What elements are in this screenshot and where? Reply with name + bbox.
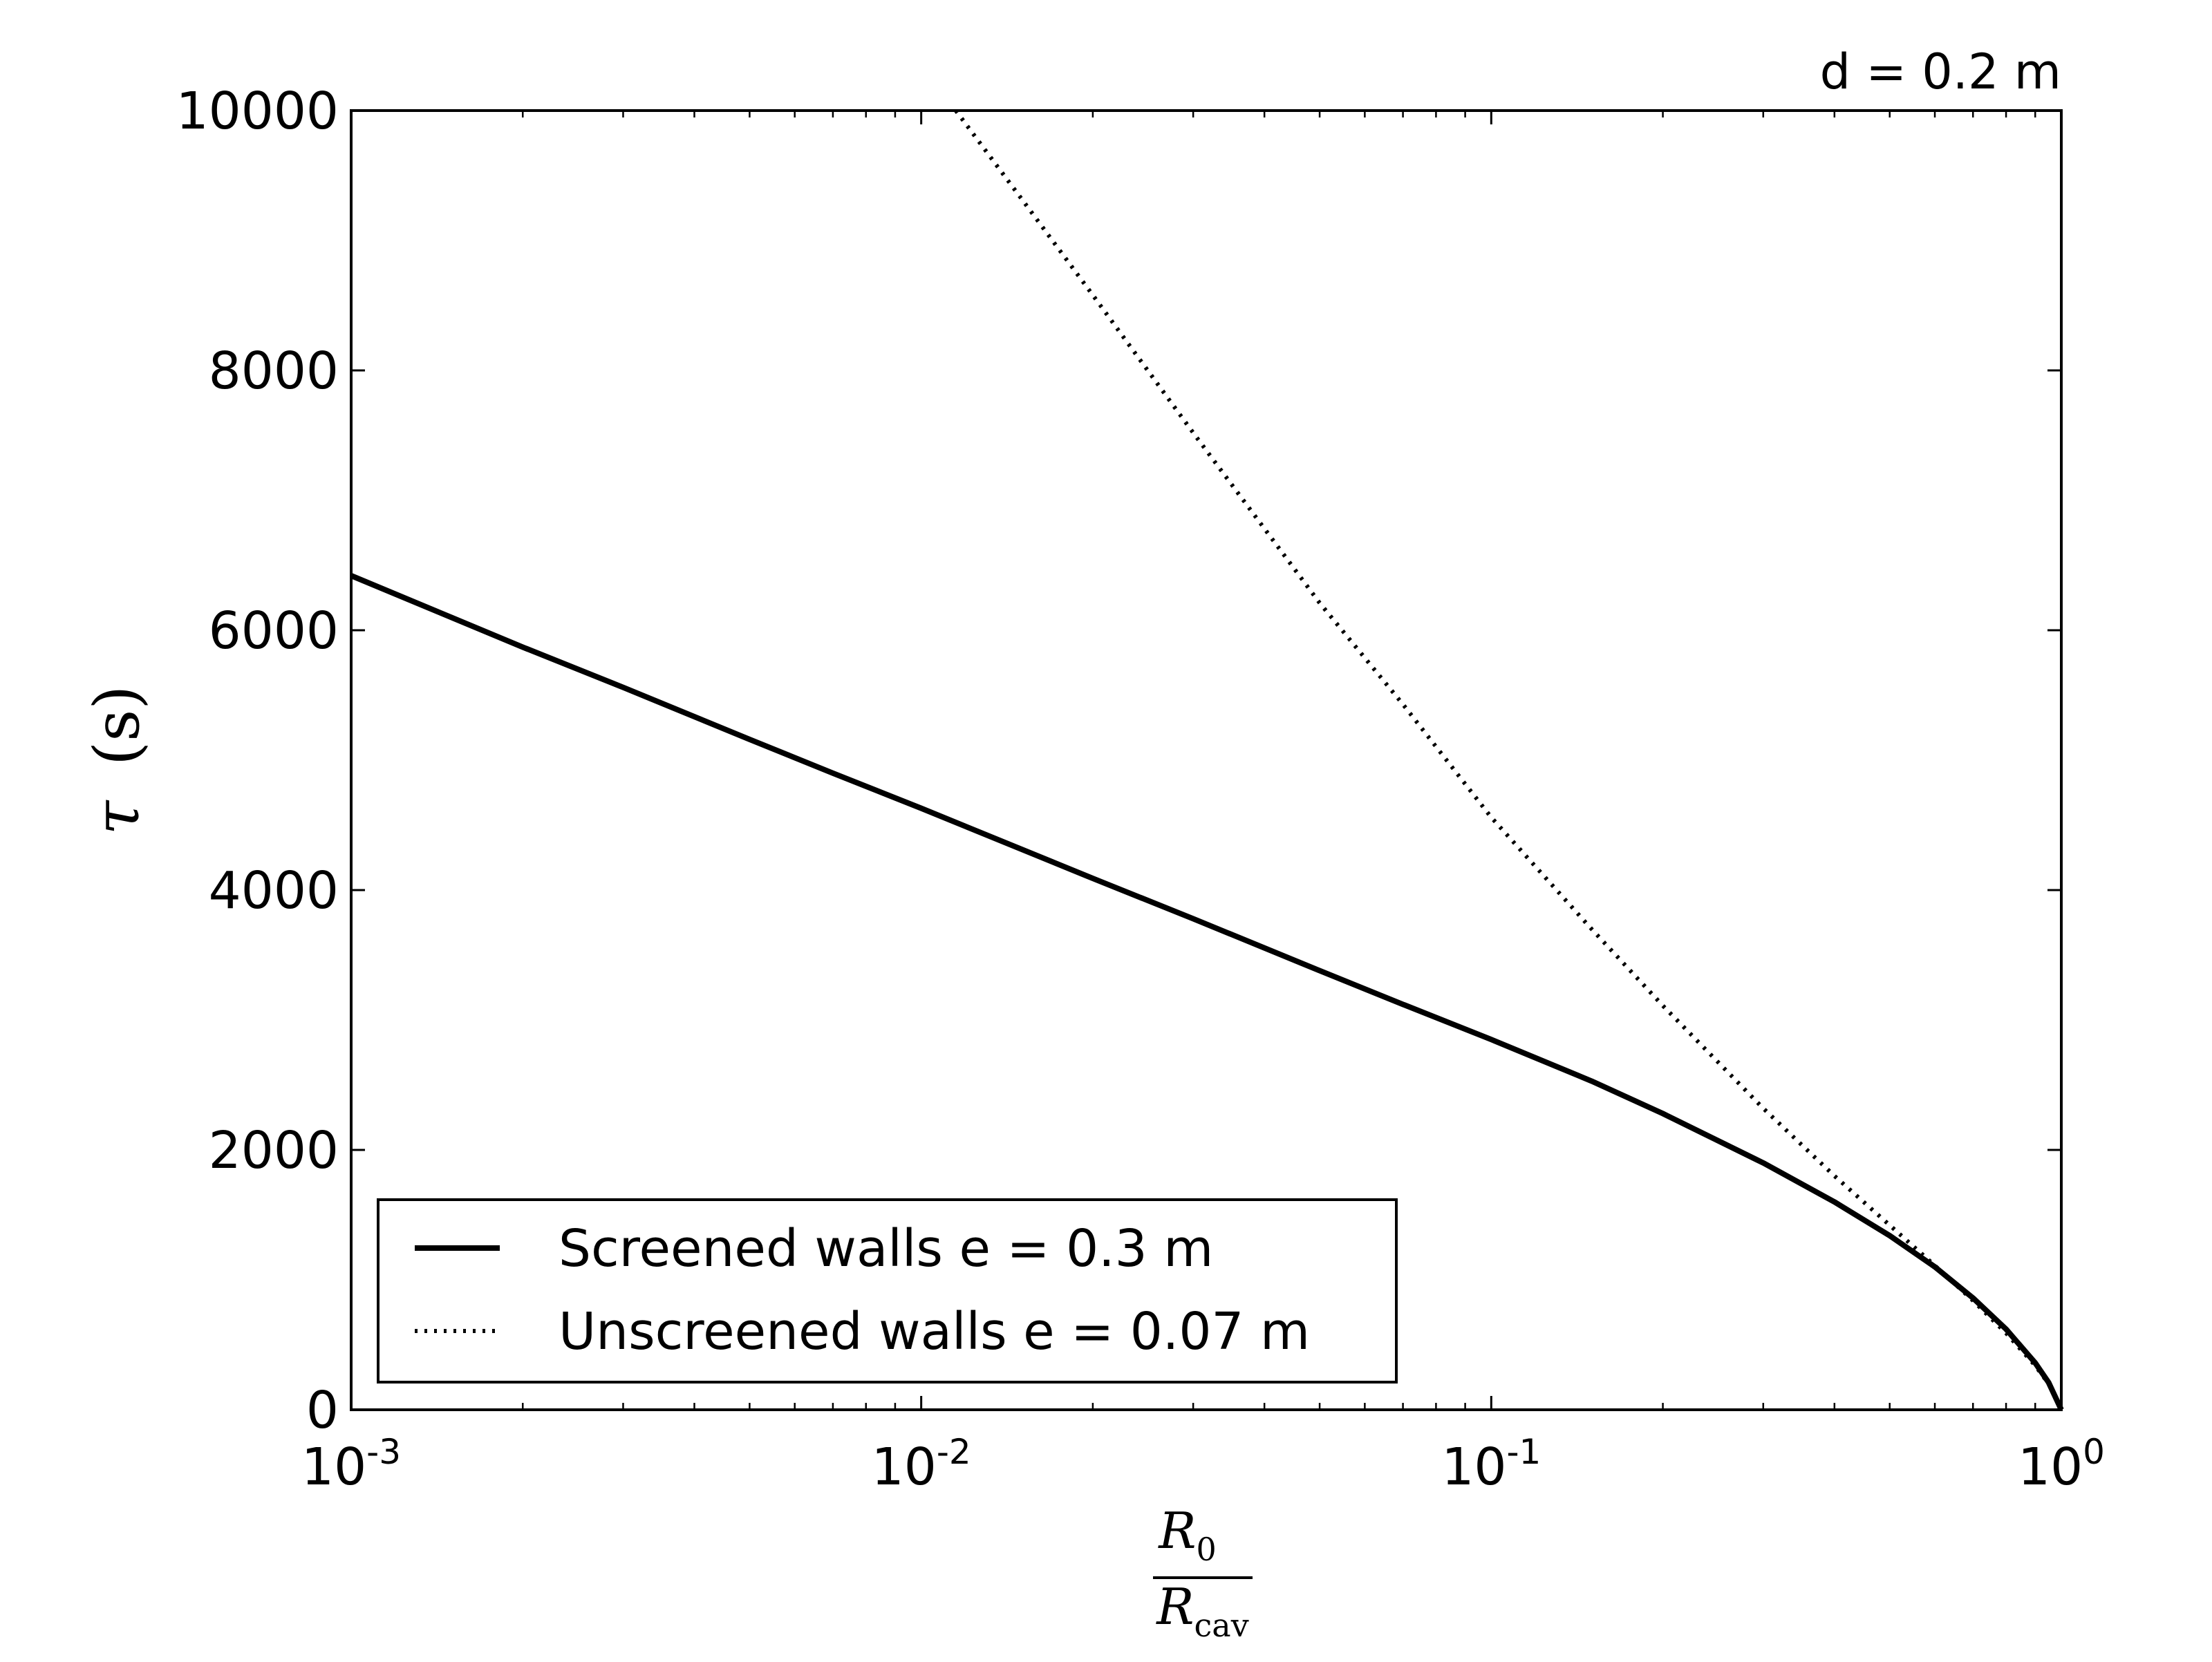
x-axis-label: R0 Rcav	[1153, 1502, 1253, 1644]
minor-ticks	[521, 111, 2036, 1410]
legend-label-screened: Screened walls e = 0.3 m	[559, 1219, 1213, 1278]
svg-text:Rcav: Rcav	[1155, 1578, 1248, 1644]
legend-label-unscreened: Unscreened walls e = 0.07 m	[559, 1302, 1310, 1361]
plot-area	[350, 109, 2064, 1411]
x-label-denominator-sub: cav	[1194, 1607, 1249, 1644]
y-axis-label: τ (s)	[81, 686, 153, 835]
y-tick-label: 10000	[176, 82, 339, 141]
annotation-d: d = 0.2 m	[1820, 44, 2061, 100]
x-tick-label: 10-3	[301, 1432, 401, 1497]
x-label-denominator: R	[1155, 1578, 1194, 1636]
x-tick-label: 10-1	[1441, 1432, 1541, 1497]
x-label-numerator: R	[1157, 1502, 1196, 1560]
x-tick-label: 100	[2018, 1432, 2105, 1497]
axes-frame	[350, 109, 2063, 1411]
svg-text:τ (s): τ (s)	[81, 686, 153, 835]
x-label-numerator-sub: 0	[1196, 1531, 1216, 1568]
major-ticks	[350, 109, 2063, 1411]
svg-text:R0: R0	[1157, 1502, 1217, 1568]
y-tick-label: 4000	[209, 861, 339, 920]
y-tick-labels: 0 2000 4000 6000 8000 10000	[176, 82, 339, 1440]
series-screened-line	[350, 573, 2064, 1411]
y-tick-label: 2000	[209, 1121, 339, 1180]
legend-box	[377, 1198, 1398, 1384]
y-tick-label: 6000	[209, 601, 339, 661]
x-tick-labels: 10-3 10-2 10-1 100	[301, 1432, 2105, 1497]
legend: Screened walls e = 0.3 m Unscreened wall…	[377, 1198, 1398, 1384]
y-axis-label-symbol: τ	[81, 800, 153, 835]
y-tick-label: 0	[306, 1381, 339, 1440]
x-tick-label: 10-2	[872, 1432, 971, 1497]
y-axis-label-unit: (s)	[81, 686, 153, 766]
y-tick-label: 8000	[209, 341, 339, 401]
